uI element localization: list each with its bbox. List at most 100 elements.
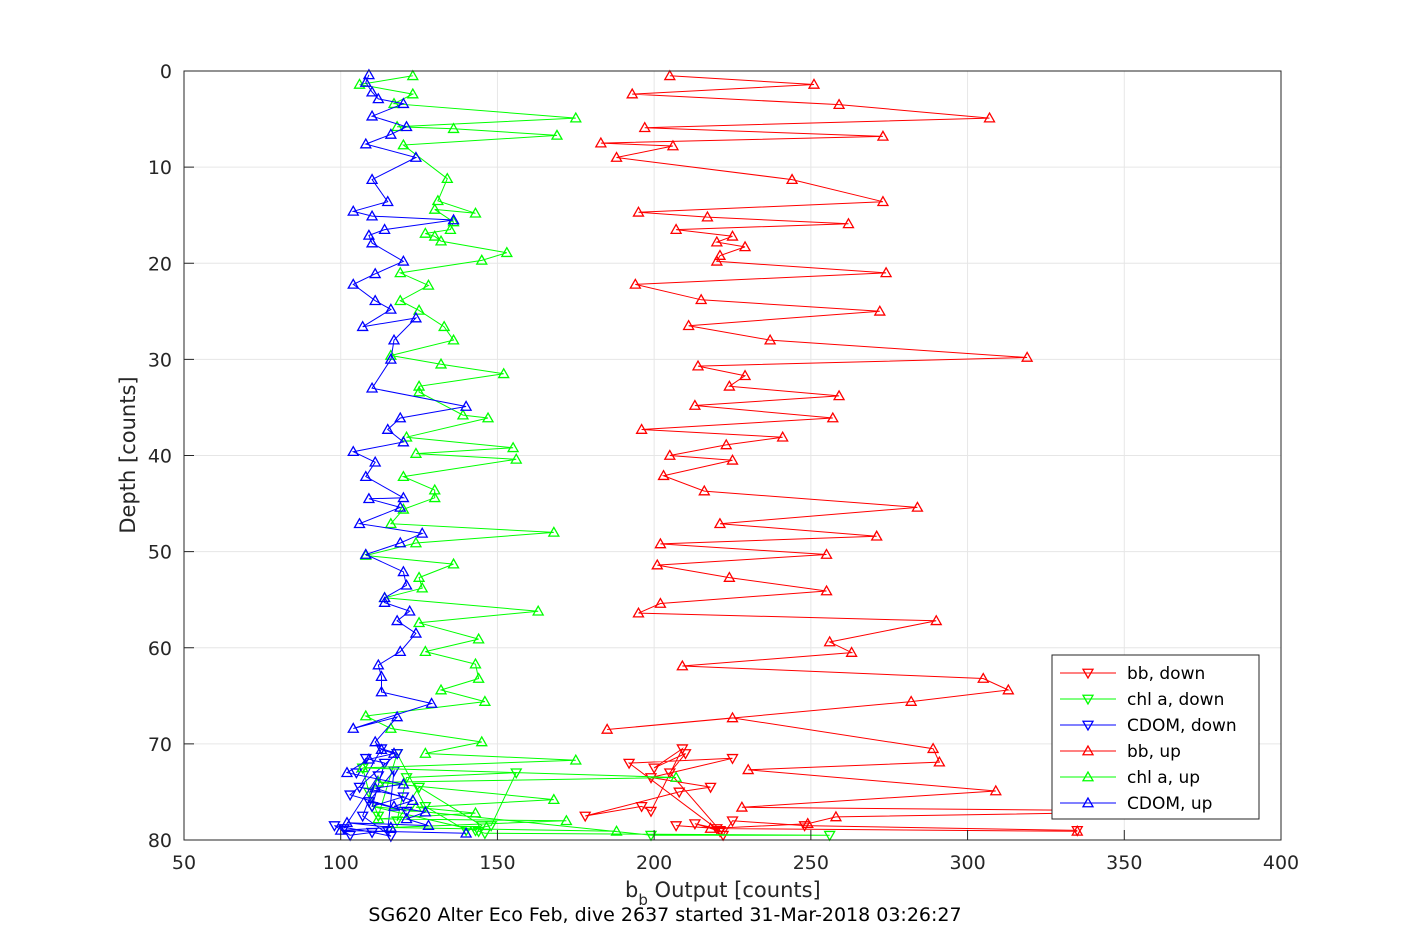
data-point-bb-up — [663, 69, 676, 81]
data-point-cdom-up — [394, 411, 407, 423]
data-point-cdom-up — [381, 195, 394, 207]
data-point-cdom-up — [384, 303, 397, 314]
data-point-bb-up — [691, 359, 705, 371]
data-point-chl-a-up — [447, 215, 460, 227]
data-point-cdom-down — [397, 792, 410, 804]
data-point-cdom-up — [387, 333, 401, 345]
data-point-cdom-up — [394, 501, 407, 512]
data-point-chl-a-up — [610, 825, 623, 836]
data-point-bb-up — [698, 484, 711, 496]
data-point-chl-a-up — [532, 604, 545, 616]
data-point-bb-down — [663, 768, 676, 780]
data-point-chl-a-up — [434, 234, 448, 246]
data-point-chl-a-up — [438, 320, 451, 332]
data-point-chl-a-up — [359, 709, 372, 721]
data-point-bb-down — [716, 830, 730, 842]
data-point-chl-a-down — [372, 811, 385, 823]
legend-marker-cdom-up — [1081, 796, 1095, 808]
data-point-cdom-down — [353, 782, 366, 794]
data-point-chl-a-up — [356, 761, 369, 773]
legend-box — [1051, 654, 1260, 820]
data-point-cdom-up — [369, 735, 382, 747]
data-point-bb-up — [651, 558, 664, 570]
data-point-bb-up — [654, 597, 667, 608]
data-point-cdom-up — [425, 697, 438, 708]
data-point-cdom-up — [362, 492, 376, 504]
legend-label-bb-up: bb, up — [1127, 742, 1181, 762]
data-point-cdom-up — [403, 604, 416, 616]
data-point-cdom-up — [400, 578, 413, 590]
data-point-bb-up — [601, 723, 614, 734]
data-point-chl-a-up — [434, 683, 448, 695]
data-point-cdom-up — [400, 812, 413, 824]
data-point-chl-a-up — [469, 657, 482, 669]
data-point-bb-up — [635, 423, 648, 434]
data-point-chl-a-up — [447, 333, 460, 345]
y-tick-label: 20 — [148, 253, 172, 275]
x-tick-label: 250 — [793, 852, 829, 874]
y-tick-label: 50 — [148, 542, 172, 564]
data-point-bb-up — [873, 305, 886, 316]
data-point-cdom-up — [397, 435, 410, 447]
data-point-chl-a-up — [384, 722, 397, 733]
x-tick-label: 350 — [1106, 852, 1142, 874]
chart-caption: SG620 Alter Eco Feb, dive 2637 started 3… — [368, 904, 962, 926]
legend-label-cdom-up: CDOM, up — [1127, 794, 1212, 814]
data-point-chl-a-down — [459, 825, 473, 837]
data-point-bb-up — [713, 249, 727, 260]
data-point-bb-up — [876, 130, 890, 141]
data-point-cdom-up — [384, 821, 397, 832]
data-point-bb-up — [632, 606, 645, 618]
data-point-bb-up — [657, 469, 670, 481]
data-point-cdom-up — [340, 816, 354, 828]
data-point-bb-up — [713, 517, 727, 529]
data-point-bb-up — [1002, 683, 1015, 695]
data-point-chl-a-up — [419, 227, 432, 238]
data-point-cdom-up — [391, 710, 404, 722]
data-point-bb-up — [726, 230, 739, 241]
data-point-chl-a-up — [431, 194, 444, 206]
data-point-cdom-up — [359, 548, 372, 559]
series-line-chl-a-up — [359, 75, 677, 832]
data-point-cdom-down — [365, 801, 379, 813]
data-point-cdom-down — [328, 821, 341, 832]
data-point-bb-up — [983, 111, 996, 123]
legend-label-chl-a-down: chl a, down — [1127, 690, 1224, 710]
data-point-cdom-up — [365, 173, 379, 185]
data-point-cdom-up — [391, 614, 404, 626]
data-point-cdom-up — [372, 92, 385, 104]
data-point-chl-a-up — [500, 246, 513, 258]
data-point-cdom-up — [347, 278, 360, 289]
data-point-cdom-up — [378, 596, 391, 607]
x-tick-label: 300 — [949, 852, 985, 874]
legend-marker-chl-a-up — [1081, 770, 1095, 782]
data-point-bb-up — [926, 742, 940, 754]
data-point-chl-a-up — [547, 526, 560, 537]
data-point-chl-a-up — [400, 430, 413, 442]
data-point-chl-a-up — [669, 771, 683, 782]
data-point-cdom-up — [384, 353, 397, 364]
data-point-chl-a-up — [472, 672, 485, 683]
data-point-bb-down — [704, 782, 717, 794]
data-point-chl-a-up — [384, 517, 397, 529]
data-point-cdom-up — [387, 800, 401, 811]
data-point-cdom-up — [400, 120, 413, 132]
data-point-chl-a-up — [456, 408, 470, 420]
data-point-cdom-up — [416, 527, 429, 538]
x-axis-label: bb Output [counts] — [625, 878, 821, 909]
data-point-bb-down — [622, 758, 636, 770]
data-point-cdom-down — [362, 797, 376, 808]
data-point-cdom-down — [372, 771, 385, 782]
data-point-cdom-down — [391, 749, 404, 760]
data-point-cdom-up — [347, 445, 360, 457]
data-point-cdom-up — [369, 781, 382, 793]
data-point-cdom-up — [375, 743, 388, 755]
data-point-cdom-down — [400, 806, 413, 818]
data-point-bb-up — [801, 817, 814, 829]
data-point-cdom-up — [419, 805, 432, 817]
data-point-cdom-up — [409, 627, 423, 638]
data-point-bb-up — [845, 646, 858, 657]
y-tick-label: 60 — [148, 638, 172, 660]
y-tick-label: 70 — [148, 734, 172, 756]
x-tick-label: 50 — [172, 852, 196, 874]
